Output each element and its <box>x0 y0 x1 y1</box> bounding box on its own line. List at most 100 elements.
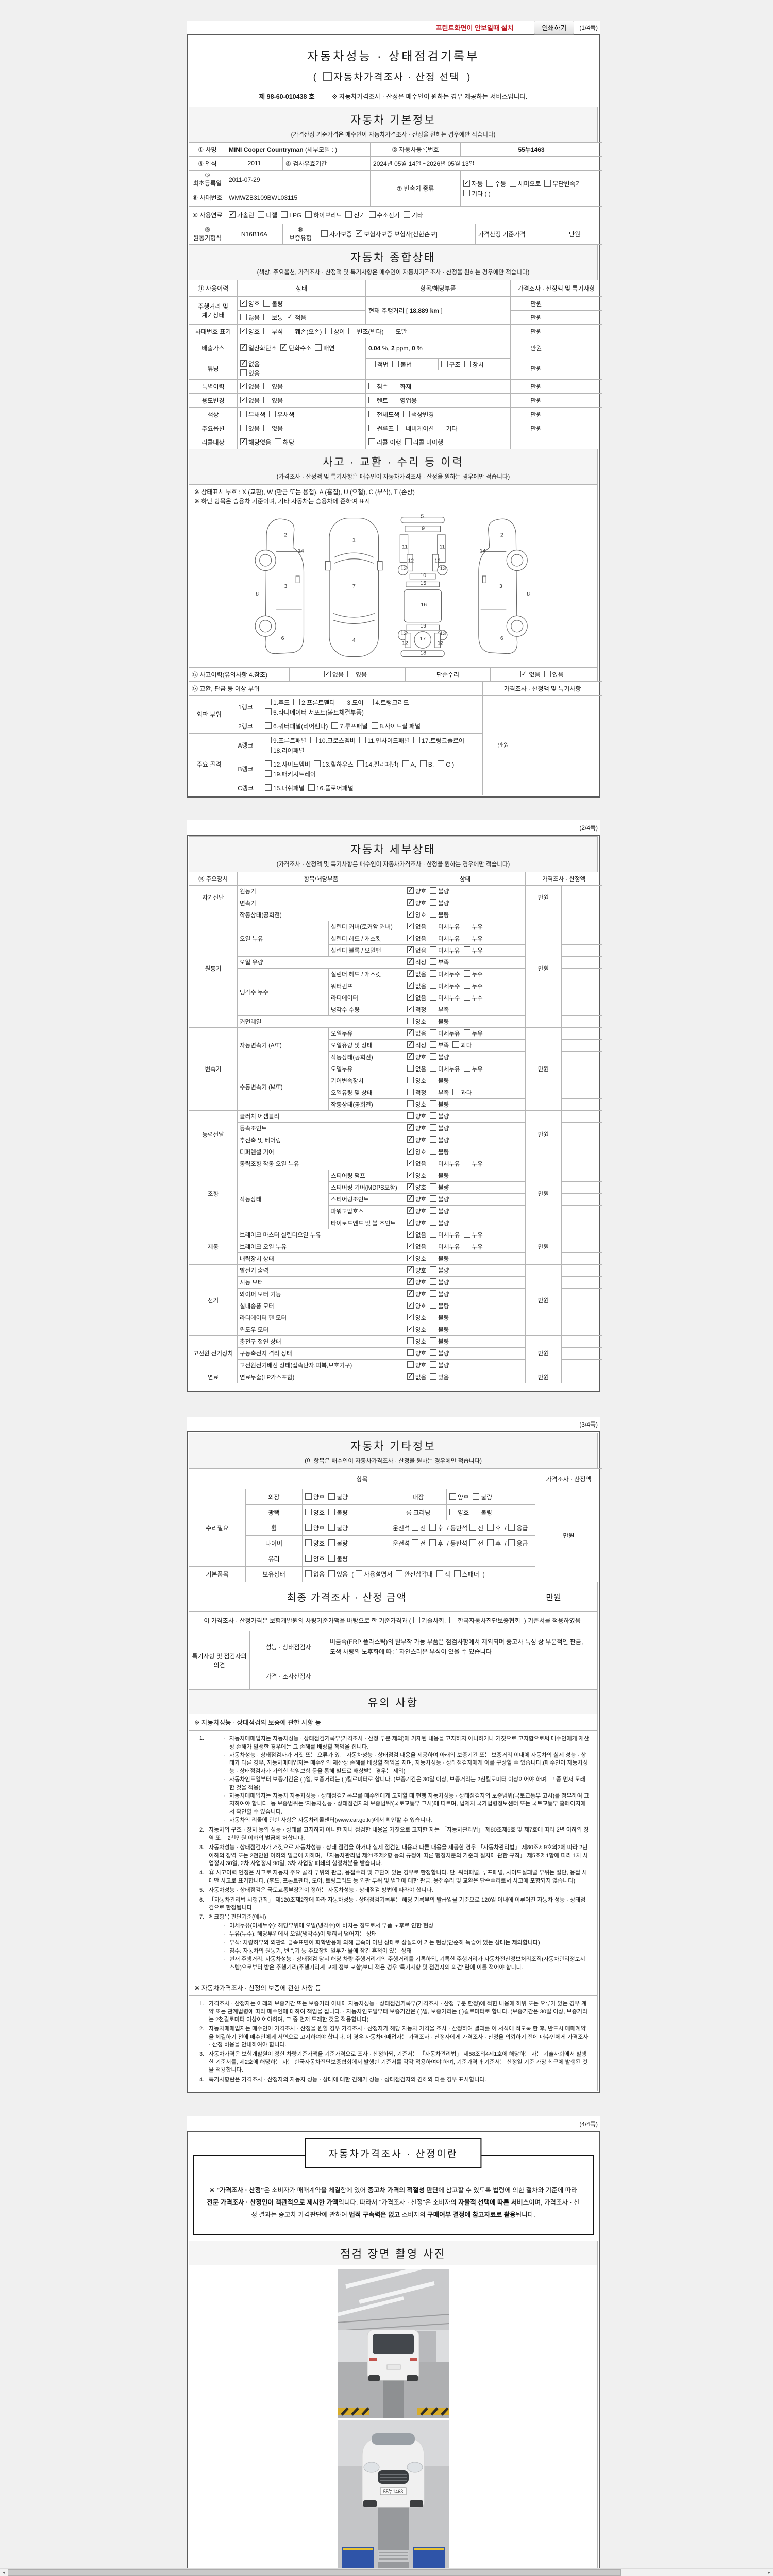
checkbox[interactable] <box>407 1018 414 1024</box>
checkbox[interactable] <box>407 1253 414 1262</box>
option[interactable]: 후 <box>487 1523 501 1532</box>
option[interactable]: 양호 <box>407 1325 426 1334</box>
checkbox[interactable] <box>430 1290 437 1297</box>
checkbox[interactable] <box>407 1325 414 1333</box>
option[interactable]: 누유 <box>463 1029 483 1038</box>
horizontal-scrollbar[interactable]: ◄ ► <box>0 2568 773 2576</box>
checkbox[interactable] <box>463 1029 470 1036</box>
option[interactable]: 장치 <box>464 360 484 369</box>
option[interactable]: 기타 <box>438 424 457 433</box>
checkbox[interactable] <box>430 958 437 965</box>
option[interactable]: 과다 <box>452 1089 472 1097</box>
checkbox[interactable] <box>430 1112 437 1119</box>
option[interactable]: 전 <box>412 1523 426 1532</box>
checkbox[interactable] <box>240 437 247 446</box>
checkbox[interactable] <box>356 229 363 238</box>
checkbox[interactable] <box>407 1242 414 1250</box>
option[interactable]: 누유 <box>463 1243 483 1251</box>
checkbox[interactable] <box>369 361 376 367</box>
checkbox[interactable] <box>469 1524 477 1531</box>
checkbox[interactable] <box>419 760 427 767</box>
checkbox[interactable] <box>429 1539 436 1546</box>
option[interactable]: 후 <box>429 1539 443 1548</box>
option[interactable]: 자동차가격조사 · 산정 선택 <box>323 70 459 83</box>
option[interactable]: 불량 <box>430 1172 449 1180</box>
checkbox[interactable] <box>430 994 437 1001</box>
option[interactable]: 불량 <box>430 1337 449 1346</box>
checkbox[interactable] <box>275 438 282 445</box>
checkbox[interactable] <box>412 1524 419 1531</box>
option[interactable]: 불법 <box>392 360 412 369</box>
option[interactable]: 부족 <box>430 1041 449 1049</box>
checkbox[interactable] <box>348 327 356 334</box>
option[interactable]: 양호 <box>449 1493 469 1501</box>
option[interactable]: 해당없음 <box>240 437 271 447</box>
option[interactable]: A, <box>402 760 416 768</box>
checkbox[interactable] <box>315 344 322 351</box>
option[interactable]: 세미오토 <box>510 179 541 188</box>
checkbox[interactable] <box>430 1361 437 1368</box>
option[interactable]: 양호 <box>407 1018 426 1026</box>
option[interactable]: 양호 <box>305 1554 325 1563</box>
option[interactable]: 누유 <box>463 946 483 955</box>
option[interactable]: 3.도어 <box>339 698 363 707</box>
checkbox[interactable] <box>263 382 271 389</box>
option[interactable]: 변조(변타) <box>348 327 384 336</box>
option[interactable]: 양호 <box>407 1218 426 1227</box>
option[interactable]: 양호 <box>407 1337 426 1346</box>
checkbox[interactable] <box>463 970 470 977</box>
checkbox[interactable] <box>357 760 364 767</box>
option[interactable]: 불량 <box>328 1554 348 1563</box>
checkbox[interactable] <box>463 1065 470 1072</box>
option[interactable]: 미세누유 <box>430 1029 460 1038</box>
option[interactable]: 응급 <box>508 1523 528 1532</box>
checkbox[interactable] <box>367 698 374 705</box>
checkbox[interactable] <box>269 410 276 417</box>
checkbox[interactable] <box>413 1617 420 1623</box>
option[interactable]: 14.필러패널( <box>357 760 399 769</box>
option[interactable]: 수동 <box>486 179 506 188</box>
option[interactable]: 미세누유 <box>430 1065 460 1073</box>
checkbox[interactable] <box>328 1493 335 1500</box>
option[interactable]: 침수 <box>368 382 388 391</box>
checkbox[interactable] <box>430 1089 437 1095</box>
option[interactable]: 렌트 <box>368 396 388 405</box>
checkbox[interactable] <box>430 1065 437 1072</box>
option[interactable]: 적법 <box>369 360 389 369</box>
option[interactable]: 불량 <box>430 1207 449 1215</box>
checkbox[interactable] <box>281 211 288 218</box>
checkbox[interactable] <box>430 1302 437 1309</box>
checkbox[interactable] <box>407 1182 414 1191</box>
checkbox[interactable] <box>305 1509 312 1515</box>
option[interactable]: 없음 <box>407 1159 426 1168</box>
emission-options[interactable]: 일산화탄소탄화수소 매연 <box>237 338 366 358</box>
checkbox[interactable] <box>328 1555 335 1562</box>
checkbox[interactable] <box>305 1555 312 1562</box>
wheel-options[interactable]: 양호 불량 <box>302 1520 390 1536</box>
checkbox[interactable] <box>407 1147 414 1155</box>
scroll-left-arrow[interactable]: ◄ <box>0 2569 8 2576</box>
option[interactable]: 없음 <box>407 993 426 1002</box>
option[interactable]: 없음 <box>240 359 359 368</box>
checkbox[interactable] <box>430 982 437 989</box>
option[interactable]: 불량 <box>430 1255 449 1263</box>
checkbox[interactable] <box>229 210 236 218</box>
option[interactable]: 전체도색 <box>368 410 399 419</box>
option[interactable]: 부족 <box>430 1006 449 1014</box>
checkbox[interactable] <box>263 313 271 320</box>
option[interactable]: 있음 <box>263 382 283 391</box>
checkbox[interactable] <box>321 230 328 237</box>
checkbox[interactable] <box>407 981 414 989</box>
checkbox[interactable] <box>240 299 247 307</box>
option[interactable]: 자가보증 <box>321 230 352 239</box>
option[interactable]: 양호 <box>407 1313 426 1322</box>
option[interactable]: 양호 <box>407 1361 426 1369</box>
option[interactable]: 안전삼각대 <box>396 1570 433 1579</box>
option[interactable]: 양호 <box>407 1052 426 1061</box>
option[interactable]: 리콜 이행 <box>368 438 401 447</box>
checkbox[interactable] <box>265 746 272 753</box>
option[interactable]: 17.트렁크플로어 <box>413 736 464 745</box>
checkbox[interactable] <box>449 1493 456 1500</box>
checkbox[interactable] <box>397 424 405 431</box>
